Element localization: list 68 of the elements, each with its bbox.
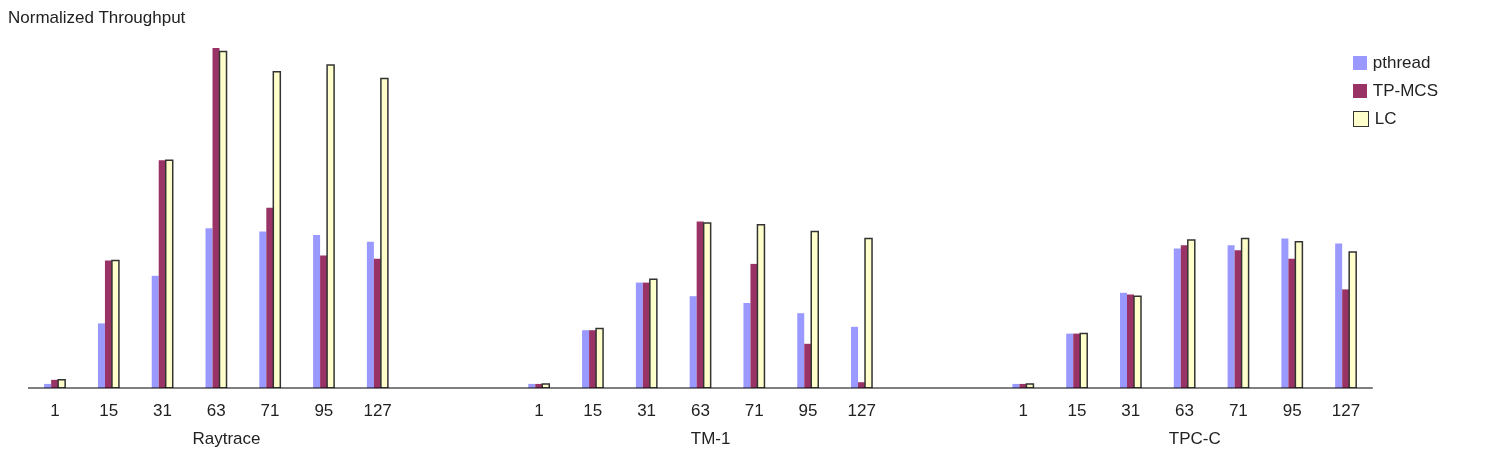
y-axis-title: Normalized Throughput	[8, 8, 186, 28]
bar	[1294, 241, 1304, 388]
x-tick-label: 1	[1018, 401, 1028, 420]
text: Raytrace	[192, 429, 261, 448]
bar	[750, 263, 758, 388]
bar	[1066, 333, 1074, 388]
bar	[851, 326, 859, 388]
x-tick-label: 63	[1175, 401, 1195, 420]
bar	[702, 222, 712, 388]
bar	[1240, 237, 1250, 388]
x-tick-label: 63	[206, 401, 226, 420]
x-tick-label: 127	[1331, 401, 1361, 420]
bar	[743, 303, 751, 388]
bar	[151, 275, 159, 388]
legend-label: LC	[1373, 109, 1398, 129]
bar	[1187, 239, 1196, 388]
x-tick-label: 127	[363, 401, 392, 420]
x-tick-label: 71	[1228, 401, 1248, 420]
text: TM-1	[690, 429, 731, 448]
bar	[366, 241, 374, 388]
bar	[810, 230, 819, 388]
bar	[1335, 243, 1343, 388]
x-tick-label: 15	[99, 401, 119, 420]
x-tick-label: 31	[637, 401, 657, 420]
bar	[164, 159, 174, 388]
bar	[1133, 295, 1142, 388]
bar	[689, 296, 697, 388]
x-tick-label: 1	[534, 401, 544, 420]
bar	[380, 77, 389, 388]
x-tick-label: 71	[260, 401, 280, 420]
bar	[1227, 245, 1235, 388]
bar	[111, 259, 120, 388]
bar	[1281, 238, 1289, 388]
bar	[205, 228, 213, 388]
x-tick-label: 71	[744, 401, 764, 420]
bar	[266, 207, 274, 388]
bar	[756, 224, 766, 388]
bar	[595, 327, 604, 388]
text: TPC-C	[1168, 429, 1221, 448]
bar	[1348, 251, 1357, 388]
bar	[582, 330, 590, 388]
x-tick-label: 63	[690, 401, 710, 420]
bar	[272, 71, 282, 388]
bar	[649, 278, 658, 388]
x-tick-label: 95	[314, 401, 334, 420]
legend-label: TP-MCS	[1371, 81, 1438, 101]
x-tick-label: 15	[583, 401, 603, 420]
bar	[97, 323, 105, 388]
bar	[326, 64, 335, 388]
bar	[797, 313, 805, 388]
x-tick-label: 31	[153, 401, 172, 420]
bar	[1173, 248, 1181, 388]
bar	[313, 235, 321, 388]
bar	[635, 282, 643, 388]
bar	[259, 231, 267, 388]
bar	[1288, 258, 1296, 388]
x-tick-label: 15	[1067, 401, 1087, 420]
bar	[1120, 292, 1127, 388]
legend-label: pthread	[1371, 53, 1432, 73]
x-tick-label: 127	[847, 401, 876, 420]
x-tick-label: 95	[1282, 401, 1302, 420]
bar	[1079, 332, 1088, 388]
bar	[864, 237, 873, 388]
x-tick-label: 95	[798, 401, 818, 420]
x-tick-label: 1	[50, 401, 60, 420]
x-tick-label: 31	[1121, 401, 1141, 420]
bar	[218, 50, 228, 388]
bar	[57, 379, 66, 388]
